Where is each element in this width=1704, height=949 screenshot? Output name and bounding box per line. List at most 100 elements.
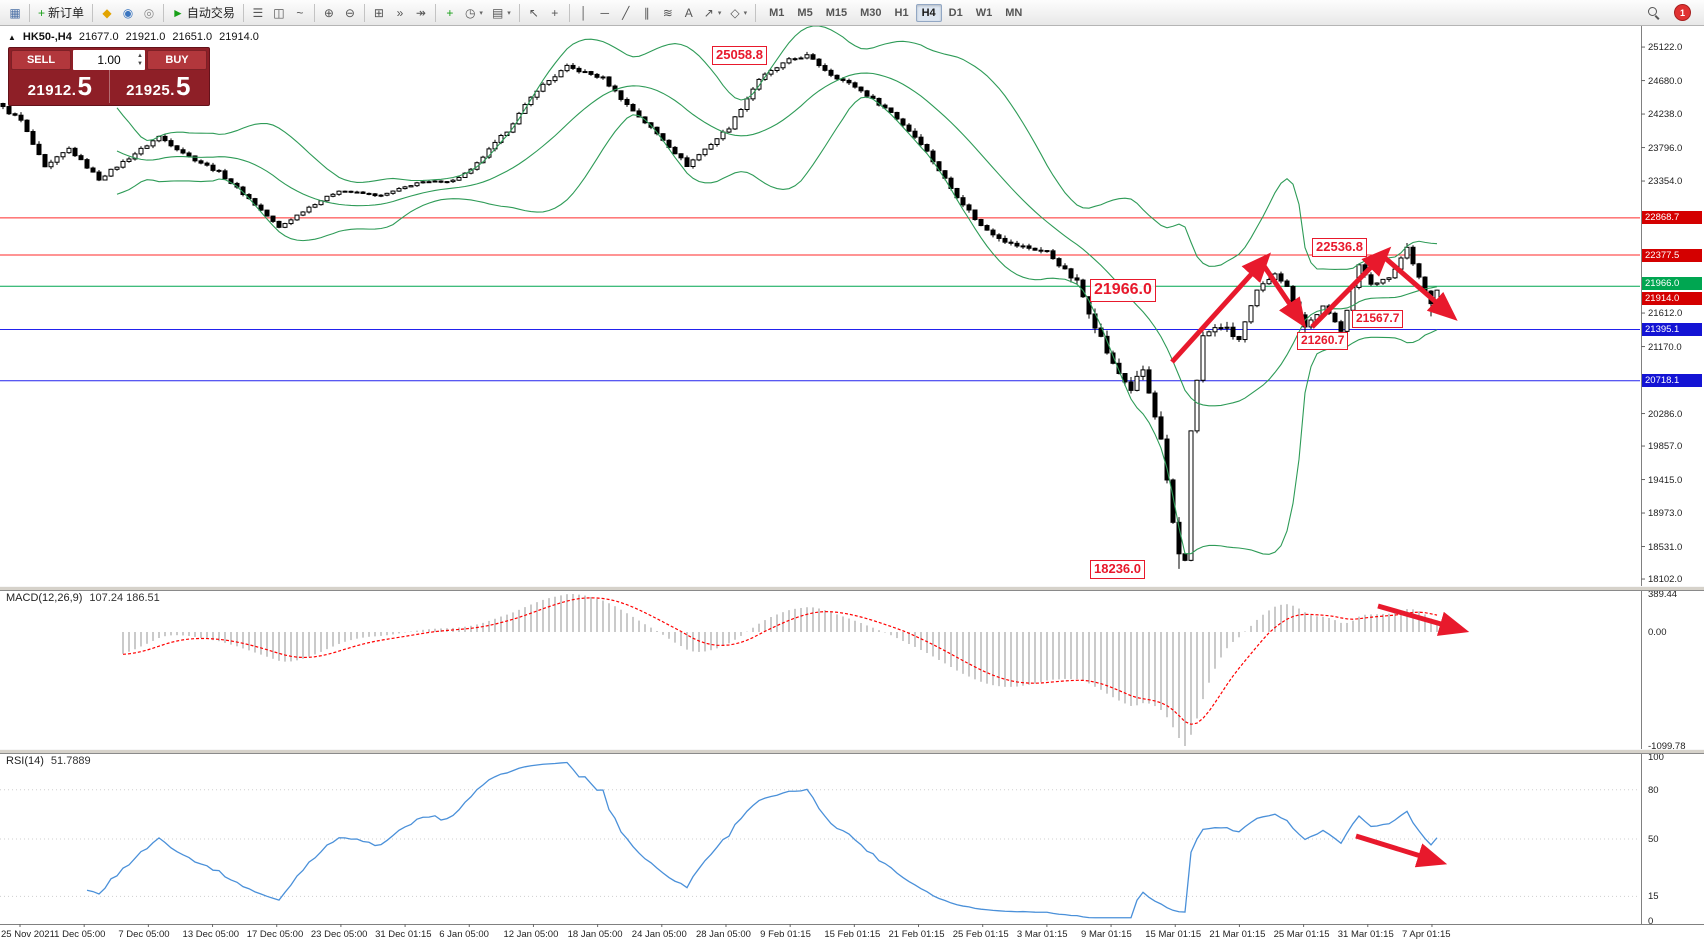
auto-scroll-icon[interactable]: »: [390, 3, 410, 23]
channel-icon[interactable]: ∥: [637, 3, 657, 23]
trend-arrow[interactable]: [1355, 833, 1448, 868]
horizontal-line-icon: ─: [600, 5, 610, 20]
toolbar: ▦ + 新订单 ◆ ◉ ◎ ► 自动交易 ☰ ◫ ~ ⊕ ⊖ ⊞» ↠ + ◷ ▾ ▤ ▾ ↖ + │ ─ ╱ ∥ ≋ A ↗ ▾ ◇ ▾ M1…: [0, 0, 1704, 26]
panel-splitter-rsi[interactable]: [0, 749, 1704, 754]
cursor-icon[interactable]: ↖: [524, 3, 544, 23]
periods-dropdown[interactable]: ◷ ▾: [461, 3, 487, 23]
time-axis-label: 31 Dec 01:15: [375, 929, 432, 940]
timeframe-d1[interactable]: D1: [943, 4, 969, 22]
help-icon: ◎: [143, 5, 155, 20]
chart-shift-icon[interactable]: ↠: [411, 3, 431, 23]
cursor-icon: ↖: [528, 5, 539, 20]
trendline-icon[interactable]: ╱: [616, 3, 636, 23]
chevron-down-icon: ▾: [743, 9, 748, 17]
one-click-toggle-icon[interactable]: ▲: [8, 32, 16, 42]
price-axis-tick: 23354.0: [1648, 176, 1683, 188]
tile-windows-icon[interactable]: ⊞: [369, 3, 389, 23]
autotrading-button[interactable]: ► 自动交易: [168, 3, 239, 23]
channel-icon: ∥: [643, 5, 650, 20]
candlestick-chart-icon[interactable]: ◫: [269, 3, 289, 23]
templates-icon[interactable]: ▤ ▾: [488, 3, 515, 23]
chart-annotation-22536.8[interactable]: 22536.8: [1312, 238, 1367, 257]
chart-annotation-18236.0[interactable]: 18236.0: [1090, 560, 1145, 579]
macd-header: MACD(12,26,9) 107.24 186.51: [6, 592, 160, 604]
search-icon[interactable]: [1644, 3, 1664, 23]
volume-down-button[interactable]: ▼: [137, 61, 143, 67]
volume-up-button[interactable]: ▲: [137, 53, 143, 59]
timeframe-w1[interactable]: W1: [970, 4, 999, 22]
rsi-header: RSI(14) 51.7889: [6, 755, 91, 767]
crosshair-icon[interactable]: +: [545, 3, 565, 23]
chart-annotation-25058.8[interactable]: 25058.8: [712, 46, 767, 65]
community-icon[interactable]: ◉: [118, 3, 138, 23]
time-axis-label: 17 Dec 05:00: [246, 929, 304, 940]
time-axis-label: 6 Jan 05:00: [439, 929, 489, 940]
rsi-axis-tick: 100: [1648, 752, 1664, 763]
periods-dropdown: ◷: [464, 5, 476, 20]
trend-arrow[interactable]: [1310, 246, 1392, 329]
chart-annotation-21966.0[interactable]: 21966.0: [1090, 279, 1156, 302]
indicators-icon: +: [446, 5, 454, 20]
chevron-down-icon: ▾: [717, 9, 722, 17]
buy-price[interactable]: 21925. 5: [108, 70, 208, 103]
zoom-out-icon[interactable]: ⊖: [340, 3, 360, 23]
trend-arrow[interactable]: [1382, 255, 1458, 321]
trend-arrow[interactable]: [1170, 252, 1272, 364]
metaquotes-icon: ◆: [102, 5, 112, 20]
sell-price-pip: 5: [77, 71, 92, 101]
crosshair-icon: +: [551, 5, 559, 20]
sell-button[interactable]: SELL: [11, 50, 71, 70]
chart-annotation-21567.7[interactable]: 21567.7: [1352, 310, 1404, 328]
bar-chart-icon[interactable]: ☰: [248, 3, 268, 23]
shapes-icon[interactable]: ◇ ▾: [726, 3, 751, 23]
horizontal-line-icon[interactable]: ─: [595, 3, 615, 23]
time-axis-label: 9 Feb 01:15: [760, 929, 811, 940]
trend-arrow[interactable]: [1377, 603, 1470, 636]
timeframe-h4[interactable]: H4: [915, 3, 942, 22]
timeframe-m1[interactable]: M1: [763, 4, 790, 22]
sell-price[interactable]: 21912. 5: [11, 70, 109, 103]
toolbar-separator: [242, 3, 244, 22]
vertical-line-icon[interactable]: │: [574, 3, 594, 23]
arrows-tool-icon: ↗: [703, 5, 714, 20]
bar-chart-icon: ☰: [252, 5, 264, 20]
text-icon[interactable]: A: [679, 3, 699, 23]
metaquotes-icon[interactable]: ◆: [97, 3, 117, 23]
toolbar-separator: [434, 3, 436, 22]
sell-price-main: 21912.: [27, 82, 77, 99]
time-axis-label: 13 Dec 05:00: [182, 929, 240, 940]
chart-shift-icon: ↠: [415, 5, 426, 20]
buy-button[interactable]: BUY: [147, 50, 207, 70]
macd-label: MACD(12,26,9): [6, 592, 83, 604]
timeframe-m5[interactable]: M5: [791, 4, 818, 22]
line-chart-icon[interactable]: ~: [290, 3, 310, 23]
volume-input[interactable]: 1.00 ▲ ▼: [73, 50, 145, 70]
time-axis-label: 25 Nov 2021: [1, 929, 55, 940]
help-icon[interactable]: ◎: [139, 3, 159, 23]
price-badge: 21966.0: [1642, 276, 1702, 290]
price-badge: 21395.1: [1642, 322, 1702, 336]
new-order-button[interactable]: + 新订单: [34, 3, 88, 23]
timeframe-m15[interactable]: M15: [820, 4, 853, 22]
timeframe-h1[interactable]: H1: [889, 4, 915, 22]
time-axis-label: 3 Mar 01:15: [1016, 929, 1068, 940]
toolbar-right-cluster: 1: [1644, 3, 1699, 23]
new-chart-window-icon[interactable]: ▦: [5, 3, 25, 23]
zoom-in-icon[interactable]: ⊕: [319, 3, 339, 23]
chart-annotation-21260.7[interactable]: 21260.7: [1297, 332, 1349, 350]
trend-arrow[interactable]: [1259, 261, 1307, 329]
notification-badge[interactable]: 1: [1674, 4, 1691, 21]
timeframe-m30[interactable]: M30: [854, 4, 887, 22]
ohlc-close: 21914.0: [219, 31, 259, 43]
timeframe-mn[interactable]: MN: [999, 4, 1028, 22]
price-axis-tick: 21170.0: [1648, 341, 1682, 353]
chevron-down-icon: ▾: [507, 9, 511, 17]
candlestick-chart-icon: ◫: [273, 5, 285, 20]
panel-splitter-macd[interactable]: [0, 586, 1704, 591]
fibonacci-icon[interactable]: ≋: [658, 3, 678, 23]
indicators-icon[interactable]: +: [440, 3, 460, 23]
arrows-tool-icon[interactable]: ↗ ▾: [700, 3, 726, 23]
price-badge: 20718.1: [1642, 374, 1702, 388]
macd-axis-tick: 0.00: [1648, 627, 1667, 638]
